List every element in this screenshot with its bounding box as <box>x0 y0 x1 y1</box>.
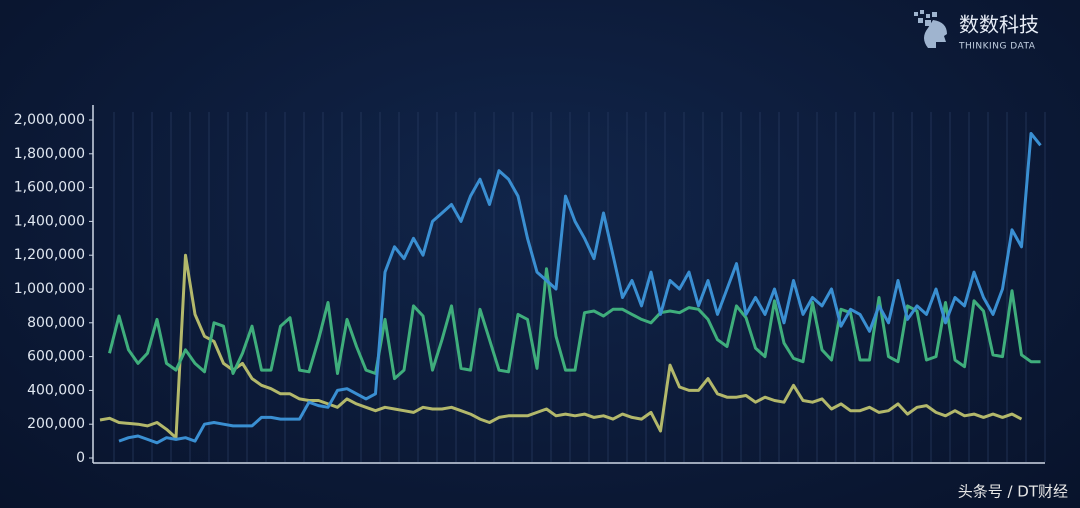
y-tick-label: 200,000 <box>27 416 85 432</box>
y-tick-label: 1,600,000 <box>14 180 85 196</box>
y-tick-label: 1,800,000 <box>14 146 85 162</box>
series-line <box>99 253 1023 440</box>
y-tick-label: 1,400,000 <box>14 213 85 229</box>
y-tick-label: 2,000,000 <box>14 112 85 128</box>
watermark: 头条号 / DT财经 <box>958 483 1068 501</box>
y-tick-label: 1,000,000 <box>14 281 85 297</box>
logo-icon <box>914 10 947 48</box>
y-tick-label: 800,000 <box>27 315 85 331</box>
y-tick-label: 1,200,000 <box>14 247 85 263</box>
logo-tagline: THINKING DATA <box>958 42 1036 52</box>
series-line <box>108 267 1041 381</box>
y-tick-label: 400,000 <box>27 382 85 398</box>
y-tick-label: 0 <box>76 450 85 466</box>
y-tick-label: 600,000 <box>27 349 85 365</box>
series-line <box>118 132 1042 445</box>
logo-name: 数数科技 <box>959 13 1039 37</box>
